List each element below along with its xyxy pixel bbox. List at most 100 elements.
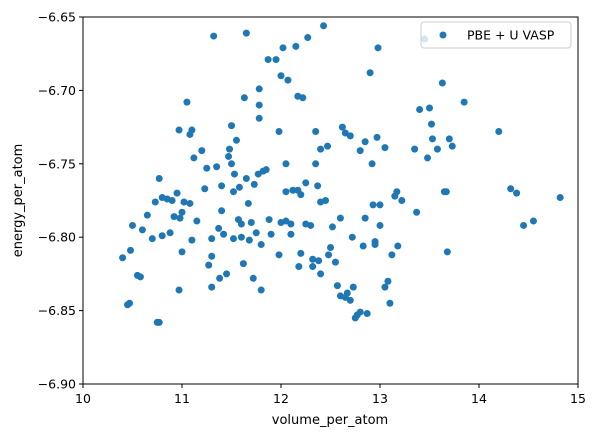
data-point (348, 233, 356, 241)
data-point (228, 160, 235, 168)
data-point (232, 136, 240, 144)
data-point (556, 194, 564, 202)
data-point (520, 221, 528, 229)
data-point (255, 85, 263, 93)
data-point (363, 310, 371, 318)
data-point (376, 221, 384, 229)
data-point (529, 217, 537, 225)
data-point (277, 72, 285, 80)
data-points (119, 22, 564, 326)
data-point (225, 152, 233, 160)
data-point (317, 145, 325, 153)
data-point (359, 242, 367, 250)
data-point (368, 160, 376, 168)
data-point (445, 135, 453, 143)
data-point (309, 263, 317, 271)
data-point (252, 229, 260, 237)
data-point (398, 197, 406, 204)
data-point (257, 286, 265, 294)
data-point (119, 254, 127, 262)
data-point (175, 286, 183, 294)
data-point (346, 296, 354, 304)
data-point (229, 235, 237, 243)
data-point (411, 145, 419, 153)
data-point (338, 123, 346, 131)
data-point (208, 283, 216, 291)
data-point (433, 145, 441, 153)
data-point (216, 274, 224, 282)
data-point (201, 185, 209, 193)
data-point (287, 230, 295, 238)
data-point (247, 219, 255, 227)
data-point (275, 251, 283, 259)
data-point (229, 188, 237, 196)
data-point (188, 236, 196, 244)
data-point (205, 261, 213, 269)
data-point (369, 201, 377, 209)
data-point (126, 299, 134, 307)
data-point (324, 142, 332, 150)
data-point (272, 56, 280, 64)
data-point (176, 214, 184, 222)
x-axis-ticks: 10 11 12 13 14 15 (75, 384, 586, 406)
y-axis-ticks: −6.90 −6.85 −6.80 −6.75 −6.70 −6.65 (38, 10, 83, 392)
data-point (264, 56, 272, 64)
data-point (226, 145, 234, 153)
data-point (322, 197, 330, 204)
legend-label: PBE + U VASP (467, 28, 555, 43)
legend: PBE + U VASP (420, 21, 572, 49)
data-point (507, 185, 515, 193)
data-point (188, 126, 196, 134)
data-point (366, 69, 374, 77)
data-point (317, 270, 325, 278)
data-point (356, 308, 364, 316)
data-point (325, 251, 333, 259)
data-point (416, 105, 424, 113)
data-point (302, 179, 310, 187)
data-point (245, 236, 253, 244)
data-point (166, 229, 174, 237)
data-point (374, 44, 382, 52)
data-point (282, 188, 290, 196)
x-tick-label: 10 (75, 391, 91, 406)
data-point (282, 160, 290, 168)
data-point (394, 242, 402, 250)
data-point (218, 207, 226, 215)
data-point (255, 101, 263, 109)
x-axis-label: volume_per_atom (272, 413, 388, 428)
data-point (312, 128, 320, 135)
data-point (237, 233, 245, 241)
data-point (257, 241, 265, 249)
data-point (371, 241, 379, 249)
data-point (361, 214, 369, 222)
data-point (388, 251, 396, 259)
data-point (242, 29, 250, 37)
data-point (279, 44, 287, 52)
y-tick-label: −6.75 (38, 156, 76, 171)
data-point (170, 213, 178, 221)
data-point (250, 180, 258, 188)
data-point (289, 186, 297, 194)
data-point (304, 34, 312, 42)
y-tick-label: −6.80 (38, 230, 76, 245)
data-point (284, 76, 292, 84)
data-point (315, 257, 323, 265)
data-point (443, 248, 451, 256)
data-point (175, 126, 183, 134)
data-point (255, 114, 263, 122)
data-point (158, 232, 166, 240)
data-point (129, 221, 136, 229)
data-point (297, 191, 305, 199)
data-point (513, 189, 521, 197)
data-point (442, 188, 450, 196)
data-point (312, 160, 320, 168)
data-point (223, 270, 231, 278)
data-point (242, 174, 250, 182)
data-point (168, 197, 176, 204)
data-point (155, 318, 163, 326)
data-point (393, 188, 401, 196)
data-point (148, 235, 156, 243)
y-tick-label: −6.90 (38, 377, 76, 392)
data-point (230, 170, 238, 178)
data-point (213, 163, 221, 171)
